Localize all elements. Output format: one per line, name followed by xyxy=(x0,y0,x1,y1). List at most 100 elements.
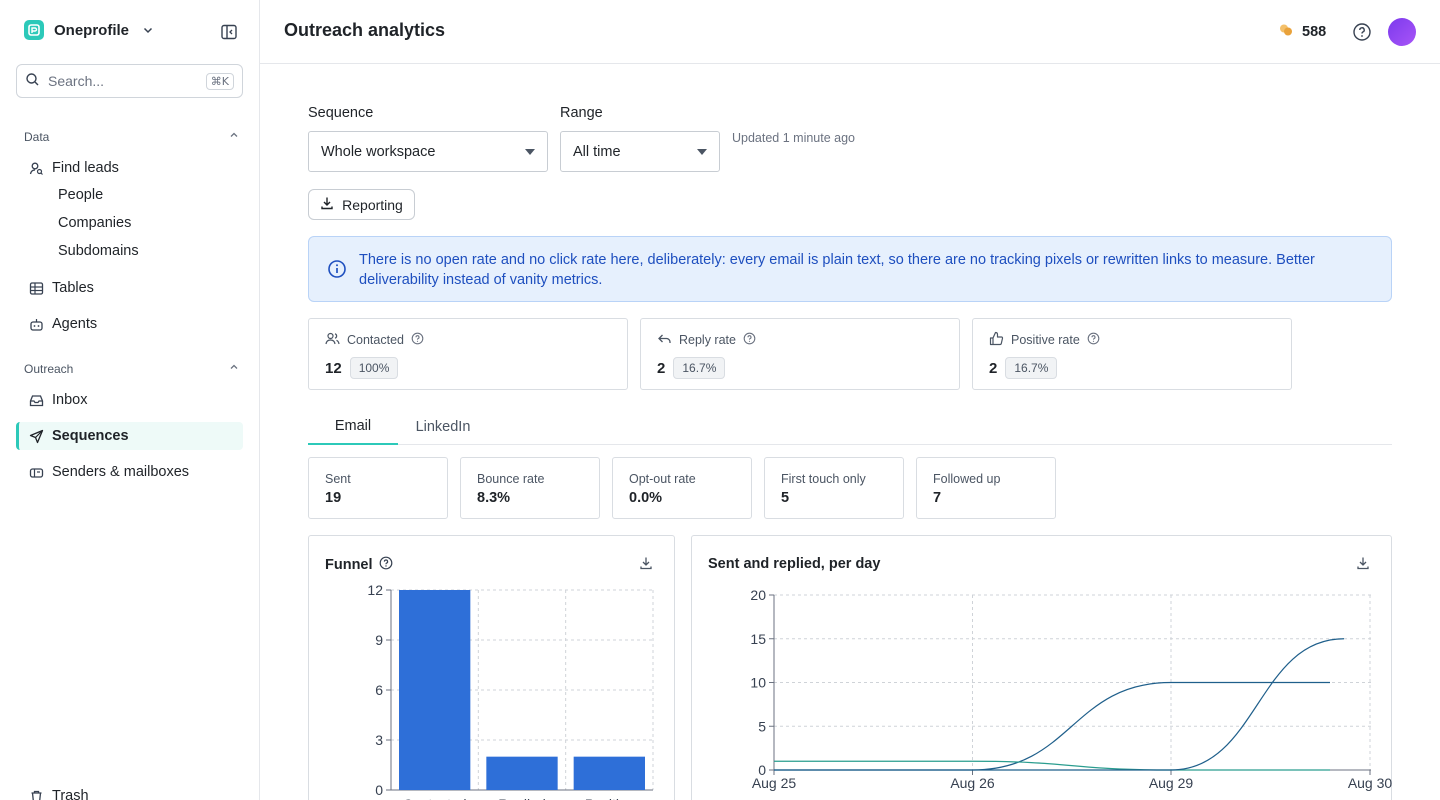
analytics-main: Sequence Whole workspace Range All time … xyxy=(260,64,1440,800)
stat-label: Reply rate xyxy=(679,333,736,347)
workspace-switcher[interactable]: Oneprofile xyxy=(24,20,155,40)
sidebar-item-subdomains[interactable]: Subdomains xyxy=(58,243,139,259)
workspace-name: Oneprofile xyxy=(54,21,130,39)
funnel-panel: 0 3 6 9 12 Contacted Replied Positive Funnel xyxy=(308,535,675,800)
sequence-label: Sequence xyxy=(308,105,374,121)
credits-value: 588 xyxy=(1302,24,1327,40)
sidebar-collapse-icon[interactable] xyxy=(219,22,239,42)
range-label: Range xyxy=(560,105,603,121)
help-circle-icon[interactable] xyxy=(379,556,393,574)
metric-value: 7 xyxy=(933,490,942,506)
tab-email[interactable]: Email xyxy=(308,408,398,445)
x-tick-label: Aug 29 xyxy=(1149,775,1194,791)
page-title: Outreach analytics xyxy=(284,20,446,40)
sidebar-item-label: Tables xyxy=(52,280,94,296)
stat-value: 2 xyxy=(989,359,998,377)
y-tick-label: 9 xyxy=(375,632,383,648)
help-circle-icon[interactable] xyxy=(411,332,424,348)
sequence-select-value: Whole workspace xyxy=(321,143,436,160)
metric-opt-out-rate: Opt-out rate 0.0% xyxy=(612,457,752,519)
sidebar-item-agents[interactable]: Agents xyxy=(16,310,243,338)
stat-card-contacted: Contacted 12 100% xyxy=(308,318,628,390)
stat-percent-badge: 100% xyxy=(349,357,399,379)
sidebar-item-label: Agents xyxy=(52,316,98,332)
x-tick-label: Aug 25 xyxy=(752,775,797,791)
sidebar-item-companies[interactable]: Companies xyxy=(58,215,132,231)
y-tick-label: 6 xyxy=(375,682,383,698)
coins-icon xyxy=(1278,22,1294,42)
metric-value: 5 xyxy=(781,490,790,506)
x-tick-label: Contacted xyxy=(403,796,467,800)
range-select-value: All time xyxy=(573,143,621,160)
section-data[interactable]: Data xyxy=(24,129,240,144)
funnel-bar xyxy=(486,756,558,790)
section-outreach-label: Outreach xyxy=(24,361,74,376)
metric-label: Opt-out rate xyxy=(629,472,696,486)
metric-first-touch-only: First touch only 5 xyxy=(764,457,904,519)
send-icon xyxy=(28,428,44,444)
download-icon xyxy=(320,196,334,213)
y-tick-label: 0 xyxy=(375,782,383,798)
sidebar-item-inbox[interactable]: Inbox xyxy=(16,386,243,414)
search-input[interactable] xyxy=(48,73,198,89)
help-circle-icon[interactable] xyxy=(743,332,756,348)
section-data-label: Data xyxy=(24,129,50,144)
caret-down-icon xyxy=(697,148,707,155)
sidebar-item-label: Inbox xyxy=(52,392,88,408)
credits-counter[interactable]: 588 xyxy=(1278,22,1326,42)
metric-value: 19 xyxy=(325,490,342,506)
trash-icon xyxy=(28,788,44,800)
range-select[interactable]: All time xyxy=(560,131,720,172)
stat-label: Positive rate xyxy=(1011,333,1080,347)
info-text: There is no open rate and no click rate … xyxy=(359,252,1315,288)
x-tick-label: Replied xyxy=(498,796,545,800)
funnel-chart: 0 3 6 9 12 Contacted Replied Positive xyxy=(367,582,654,800)
reporting-button[interactable]: Reporting xyxy=(308,189,415,220)
inbox-icon xyxy=(28,392,44,408)
tab-linkedin[interactable]: LinkedIn xyxy=(415,418,471,435)
stat-label: Contacted xyxy=(347,333,404,347)
caret-down-icon xyxy=(525,148,535,155)
sent-replied-panel: 0 5 10 15 20 Aug 25 Aug 26 Aug 29 Aug 30 Sent an… xyxy=(691,535,1392,800)
y-tick-label: 0 xyxy=(758,762,766,778)
sidebar-item-people[interactable]: People xyxy=(58,187,104,203)
updated-timestamp: Updated 1 minute ago xyxy=(732,131,856,145)
stat-value: 12 xyxy=(325,359,342,377)
help-icon[interactable] xyxy=(1352,22,1372,42)
help-circle-icon[interactable] xyxy=(1087,332,1100,348)
funnel-title-wrap: Funnel xyxy=(325,556,393,574)
sidebar-item-tables[interactable]: Tables xyxy=(16,274,243,302)
section-outreach[interactable]: Outreach xyxy=(24,361,240,376)
y-tick-label: 5 xyxy=(758,718,766,734)
thumbs-up-icon xyxy=(989,331,1004,349)
chart-title: Funnel xyxy=(325,557,373,573)
info-icon xyxy=(327,259,347,279)
chevron-up-icon xyxy=(228,129,240,144)
users-icon xyxy=(325,331,340,349)
reporting-label: Reporting xyxy=(342,196,403,213)
sidebar-item-sequences[interactable]: Sequences xyxy=(16,422,243,450)
sidebar-item-find-leads[interactable]: Find leads xyxy=(16,154,243,182)
metric-sent: Sent 19 xyxy=(308,457,448,519)
x-tick-label: Positive xyxy=(585,796,634,800)
search-box[interactable]: ⌘K xyxy=(16,64,243,98)
mailbox-icon xyxy=(28,464,44,480)
download-icon[interactable] xyxy=(1356,556,1372,572)
channel-tabs: Email LinkedIn xyxy=(308,408,1392,445)
user-search-icon xyxy=(28,160,44,176)
sidebar-item-senders[interactable]: Senders & mailboxes xyxy=(16,458,243,486)
sidebar-item-label: Sequences xyxy=(52,428,129,444)
sent-replied-chart: 0 5 10 15 20 Aug 25 Aug 26 Aug 29 Aug 30 xyxy=(750,587,1392,791)
metric-value: 8.3% xyxy=(477,490,511,506)
chevron-up-icon xyxy=(228,361,240,376)
sequence-select[interactable]: Whole workspace xyxy=(308,131,548,172)
download-icon[interactable] xyxy=(639,556,655,572)
stat-percent-badge: 16.7% xyxy=(673,357,726,379)
sidebar-item-label: Trash xyxy=(52,788,89,800)
avatar[interactable] xyxy=(1388,18,1416,46)
reply-icon xyxy=(657,331,672,349)
y-tick-label: 15 xyxy=(750,631,766,647)
sidebar-item-trash[interactable]: Trash xyxy=(16,782,243,800)
stat-card-reply-rate: Reply rate 2 16.7% xyxy=(640,318,960,390)
funnel-bar xyxy=(399,590,471,790)
